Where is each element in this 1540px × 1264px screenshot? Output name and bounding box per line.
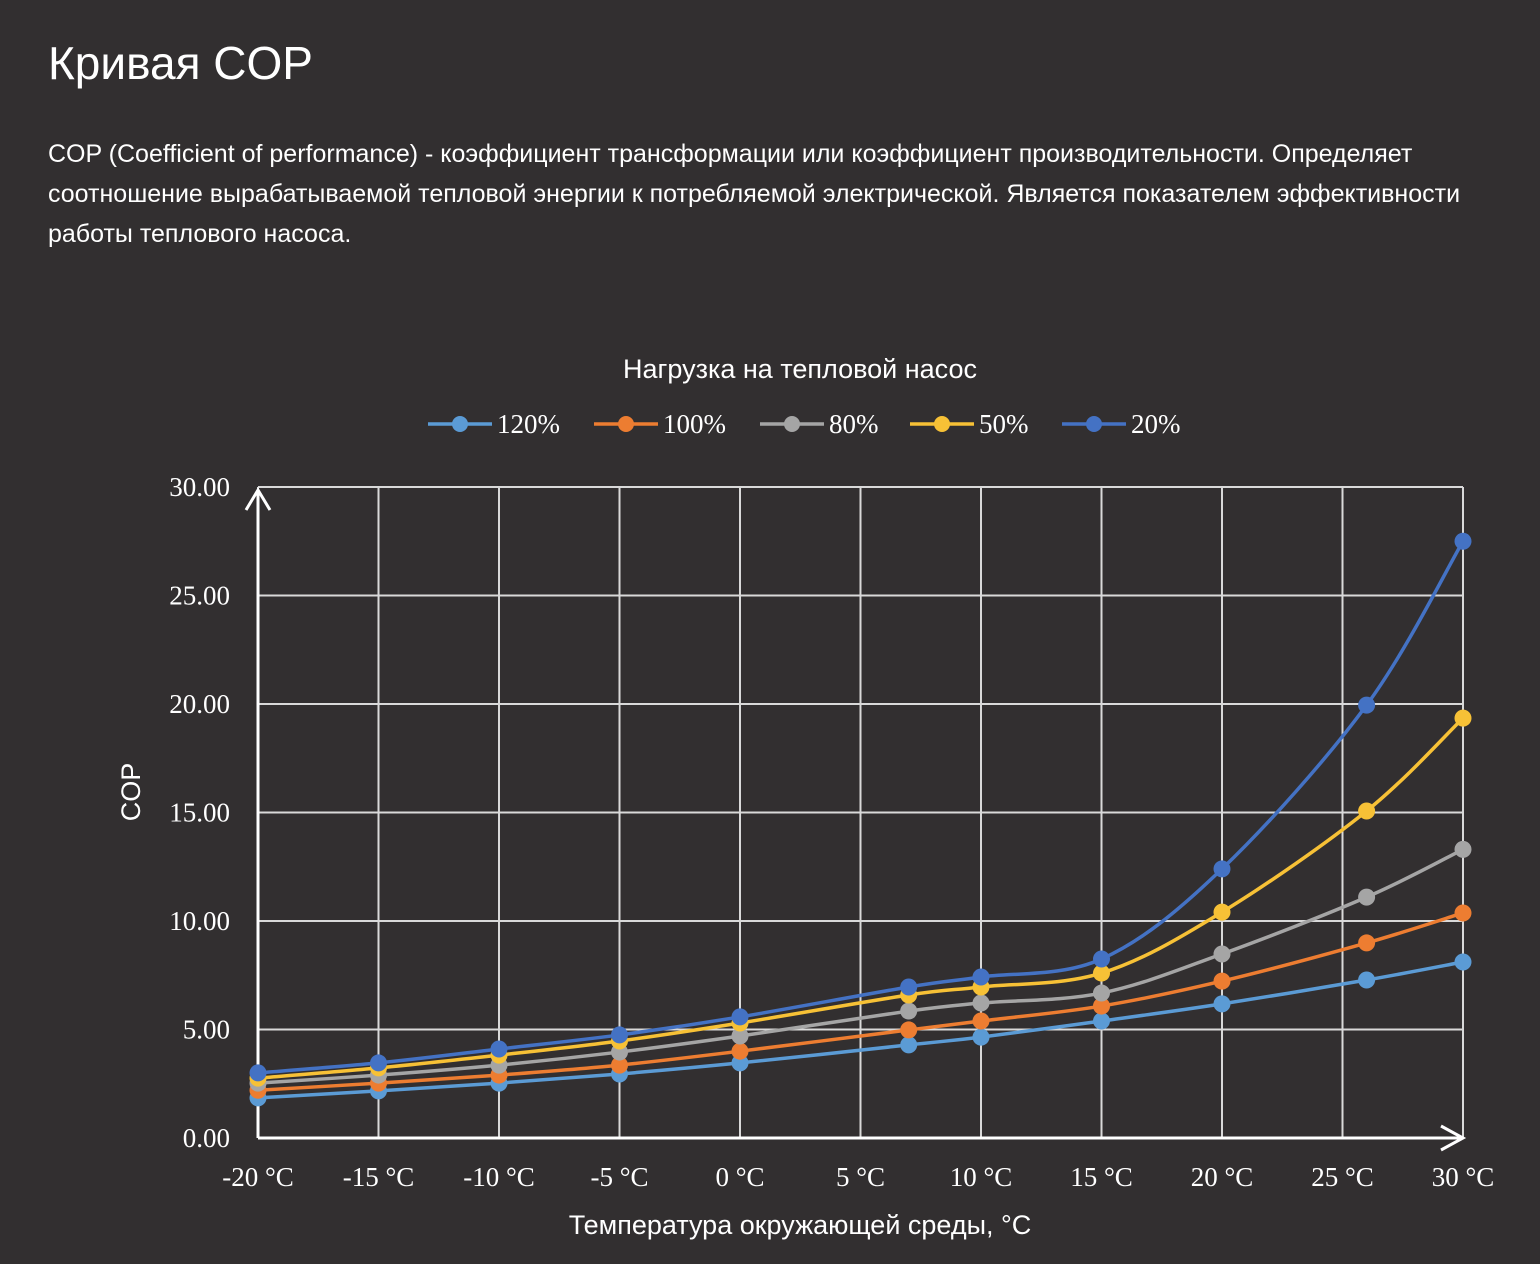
legend-marker [934, 416, 950, 432]
page-description: COP (Coefficient of performance) - коэфф… [48, 140, 1461, 248]
data-point [972, 1012, 990, 1030]
data-point [731, 1027, 749, 1045]
x-tick-label: -5 °C [590, 1162, 648, 1192]
x-axis-arrow-icon [1440, 1124, 1467, 1152]
legend-label: 20% [1131, 409, 1181, 439]
y-tick-label: 15.00 [169, 798, 230, 828]
data-point [900, 978, 918, 996]
legend-marker [784, 416, 800, 432]
data-point [1358, 971, 1376, 989]
data-point [1213, 903, 1231, 921]
x-tick-label: -15 °C [343, 1162, 415, 1192]
data-point [1213, 945, 1231, 963]
x-tick-label: -20 °C [222, 1162, 294, 1192]
data-point [1358, 888, 1376, 906]
data-point [1358, 696, 1376, 714]
data-point [1454, 840, 1472, 858]
data-point [1454, 953, 1472, 971]
data-point [972, 994, 990, 1012]
y-axis-arrow-icon [244, 487, 272, 511]
y-tick-label: 20.00 [169, 689, 230, 719]
y-tick-label: 5.00 [183, 1015, 230, 1045]
x-tick-label: 30 °C [1432, 1162, 1495, 1192]
x-axis-title: Температура окружающей среды, °C [569, 1210, 1032, 1240]
x-tick-label: -10 °C [463, 1162, 535, 1192]
y-tick-label: 30.00 [169, 472, 230, 502]
x-tick-label: 0 °C [715, 1162, 764, 1192]
data-point [900, 1002, 918, 1020]
y-tick-label: 0.00 [183, 1123, 230, 1153]
data-point [370, 1054, 387, 1072]
x-tick-label: 25 °C [1311, 1162, 1374, 1192]
data-point [1093, 964, 1110, 982]
x-tick-label: 5 °C [836, 1162, 885, 1192]
page-title: Кривая COP [48, 37, 313, 89]
data-point [1093, 950, 1110, 968]
data-point [731, 1054, 749, 1072]
chart-title: Нагрузка на тепловой насос [623, 354, 977, 384]
y-axis-title: COP [116, 763, 146, 822]
x-tick-label: 10 °C [950, 1162, 1013, 1192]
data-point [249, 1064, 267, 1082]
data-point [972, 968, 990, 986]
data-point [1454, 709, 1472, 727]
legend-marker [452, 416, 468, 432]
legend-marker [618, 416, 634, 432]
legend-label: 80% [829, 409, 879, 439]
data-point [1213, 995, 1231, 1013]
data-point [1093, 984, 1110, 1002]
data-point [1454, 904, 1472, 922]
data-point [1093, 1012, 1110, 1030]
x-tick-label: 15 °C [1070, 1162, 1133, 1192]
legend-label: 50% [979, 409, 1029, 439]
data-point [731, 1008, 749, 1026]
data-point [1213, 972, 1231, 990]
data-point [972, 1028, 990, 1046]
legend-marker [1086, 416, 1102, 432]
data-point [1213, 860, 1231, 878]
data-point [900, 1021, 918, 1039]
legend-label: 100% [663, 409, 726, 439]
legend-label: 120% [497, 409, 560, 439]
data-point [900, 1036, 918, 1054]
data-point [1454, 532, 1472, 550]
data-point [731, 1042, 749, 1060]
y-tick-label: 10.00 [169, 906, 230, 936]
data-point [611, 1056, 628, 1074]
data-point [611, 1026, 628, 1044]
data-point [1093, 997, 1110, 1015]
x-tick-label: 20 °C [1191, 1162, 1254, 1192]
y-tick-label: 25.00 [169, 581, 230, 611]
data-point [490, 1040, 508, 1058]
data-point [1358, 802, 1376, 820]
data-point [1358, 934, 1376, 952]
